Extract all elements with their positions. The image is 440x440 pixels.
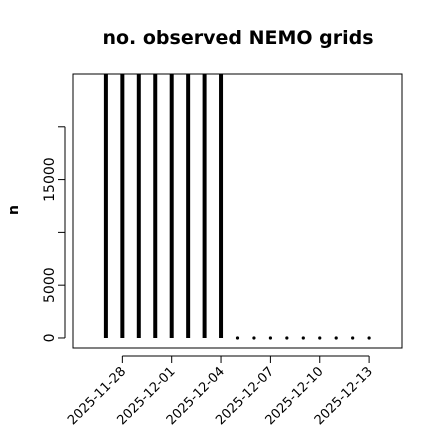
spike-point <box>351 336 355 340</box>
spike-point <box>285 336 289 340</box>
spike-point <box>367 336 371 340</box>
spike-point <box>252 336 256 340</box>
y-tick-label: 5000 <box>42 267 58 303</box>
plot-area <box>103 74 371 340</box>
spike-point <box>235 336 240 340</box>
y-tick-label: 0 <box>42 334 58 343</box>
spike-point <box>334 336 338 340</box>
chart-title: no. observed NEMO grids <box>102 27 373 49</box>
y-tick-label: 15000 <box>42 157 58 202</box>
spike-point <box>301 336 305 340</box>
plot-frame <box>72 73 403 349</box>
spike-point <box>318 336 322 340</box>
spike-point <box>268 336 272 340</box>
y-axis-label: n <box>6 205 22 215</box>
